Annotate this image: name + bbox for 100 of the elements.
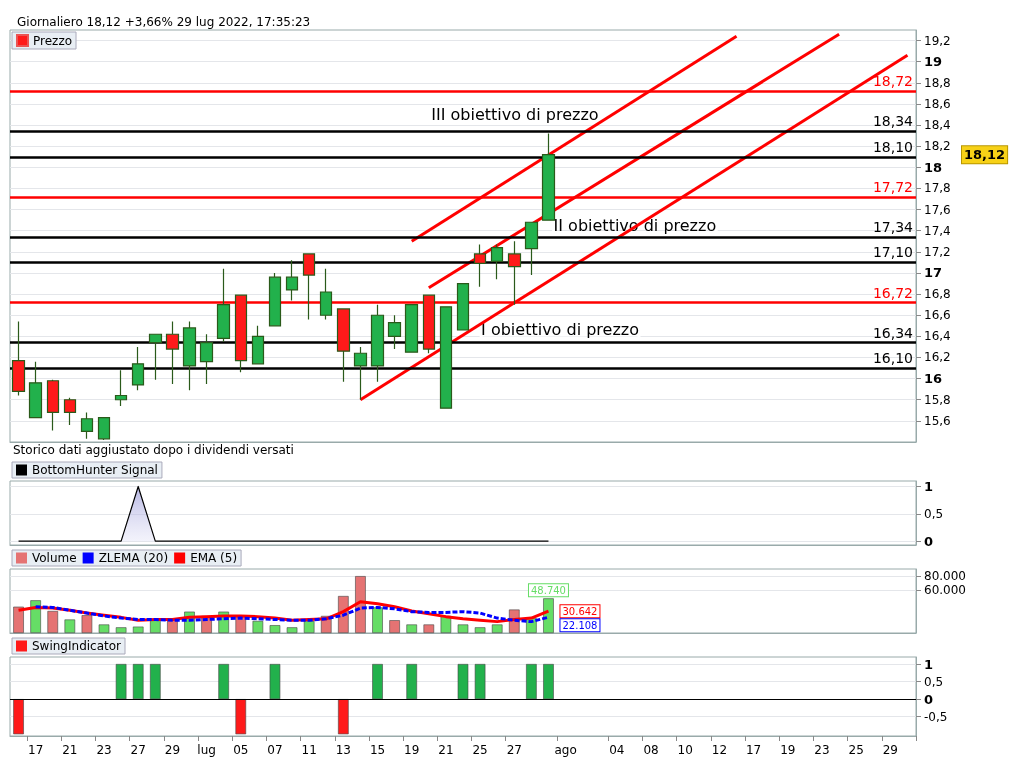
chart-title: Giornaliero 18,12 +3,66% 29 lug 2022, 17:35:23 — [17, 15, 311, 29]
legend-label: EMA (5) — [190, 551, 238, 565]
bar — [406, 624, 418, 633]
candlestick — [370, 304, 385, 383]
y-tick-label: -0,5 — [924, 709, 948, 724]
candlestick — [182, 320, 197, 391]
bar — [98, 624, 110, 633]
candlestick — [302, 253, 316, 321]
candlestick — [251, 325, 265, 365]
candlestick — [404, 304, 419, 353]
ref-line-label: 18,72 — [872, 73, 913, 90]
bar — [303, 620, 315, 633]
x-tick-label: 23 — [96, 743, 112, 757]
x-tick-label: 12 — [711, 743, 728, 757]
x-tick-label: 10 — [677, 743, 693, 757]
bar — [286, 627, 298, 633]
y-tick-label: 15,6 — [924, 413, 951, 428]
x-tick-label: lug — [197, 743, 216, 757]
candlestick — [165, 320, 180, 385]
legend-label: Volume — [32, 551, 77, 565]
candlestick — [234, 294, 248, 373]
bar — [64, 619, 76, 633]
ref-line-label: 16,10 — [872, 350, 913, 367]
ref-line-label: 17,34 — [872, 219, 914, 236]
x-tick-label: 29 — [882, 743, 898, 757]
x-tick-label: 29 — [164, 743, 181, 757]
x-tick-label: 07 — [267, 743, 283, 757]
legend-label: Prezzo — [33, 33, 73, 48]
bar — [457, 624, 469, 633]
y-tick-label: 17,2 — [924, 244, 951, 259]
y-tick-label: 16 — [924, 371, 943, 387]
candlestick — [268, 272, 282, 327]
y-tick-label: 18,2 — [924, 139, 951, 154]
y-tick-label: 19 — [924, 54, 943, 70]
data-label: 48.740 — [530, 584, 566, 596]
x-tick-label: 08 — [643, 743, 659, 757]
candlestick — [216, 268, 231, 343]
annotation: III obiettivo di prezzo — [431, 104, 599, 124]
x-tick-label: ago — [554, 743, 577, 757]
legend-label: SwingIndicator — [32, 639, 122, 653]
candlestick — [11, 320, 26, 397]
bar — [252, 620, 264, 633]
bar — [13, 606, 24, 633]
ref-line-label: 17,10 — [872, 244, 913, 261]
x-tick-label: 25 — [472, 743, 488, 757]
annotation: II obiettivo di prezzo — [553, 215, 717, 235]
text: Storico dati aggiustato dopo i dividendi versati — [13, 443, 294, 457]
x-tick-label: 21 — [438, 743, 454, 757]
y-tick-label: 1 — [924, 478, 934, 494]
bar — [491, 624, 503, 633]
candlestick — [473, 243, 487, 288]
x-tick-label: 11 — [301, 743, 317, 757]
x-tick-label: 05 — [233, 743, 249, 757]
ref-line-label: 16,72 — [872, 284, 913, 301]
candlestick — [439, 306, 453, 409]
x-tick-label: 17 — [745, 743, 762, 757]
x-tick-label: 15 — [369, 743, 386, 757]
ref-line-label: 16,34 — [872, 324, 914, 341]
ref-line-label: 18,34 — [872, 113, 914, 130]
y-tick-label: 0 — [924, 691, 934, 707]
y-tick-label: 16,2 — [924, 350, 951, 365]
candlestick — [285, 259, 299, 302]
x-tick-label: 25 — [848, 743, 864, 757]
y-tick-label: 19,2 — [924, 33, 951, 48]
bar — [372, 607, 383, 633]
x-tick-label: 13 — [335, 743, 351, 757]
y-tick-label: 1 — [924, 656, 934, 672]
data-label: 30.642 — [562, 605, 598, 617]
y-tick-label: 16,4 — [924, 329, 951, 344]
x-tick-label: 19 — [780, 743, 796, 757]
ref-line-label: 17,72 — [872, 178, 913, 195]
y-tick-label: 17,6 — [924, 202, 951, 217]
bar — [389, 620, 400, 633]
y-tick-label: 0,5 — [924, 506, 944, 521]
y-tick-label: 17,4 — [924, 223, 951, 238]
y-tick-label: 15,8 — [924, 392, 951, 407]
candlestick — [319, 268, 333, 321]
y-tick-label: 0 — [924, 533, 934, 549]
candlestick — [456, 282, 470, 331]
y-tick-label: 18,8 — [924, 75, 951, 90]
bar — [423, 624, 435, 633]
candlestick — [97, 417, 111, 441]
candlestick — [199, 333, 214, 385]
y-tick-label: 18,4 — [924, 118, 951, 133]
candlestick — [387, 314, 402, 350]
line-series — [34, 605, 550, 624]
x-tick-label: 17 — [28, 743, 44, 757]
ref-line-label: 18,10 — [872, 138, 913, 155]
bar — [47, 610, 59, 633]
y-tick-label: 60.000 — [924, 583, 966, 598]
bar — [150, 619, 161, 633]
y-tick-label: 17 — [924, 265, 943, 281]
x-tick-label: 27 — [130, 743, 146, 757]
x-tick-label: 04 — [609, 743, 625, 757]
legend-label: BottomHunter Signal — [32, 463, 158, 477]
candlestick — [46, 379, 60, 431]
candlestick — [524, 221, 539, 276]
text: 18,12 — [964, 147, 1006, 163]
x-tick-label: 21 — [62, 743, 78, 757]
candlestick — [80, 411, 94, 440]
